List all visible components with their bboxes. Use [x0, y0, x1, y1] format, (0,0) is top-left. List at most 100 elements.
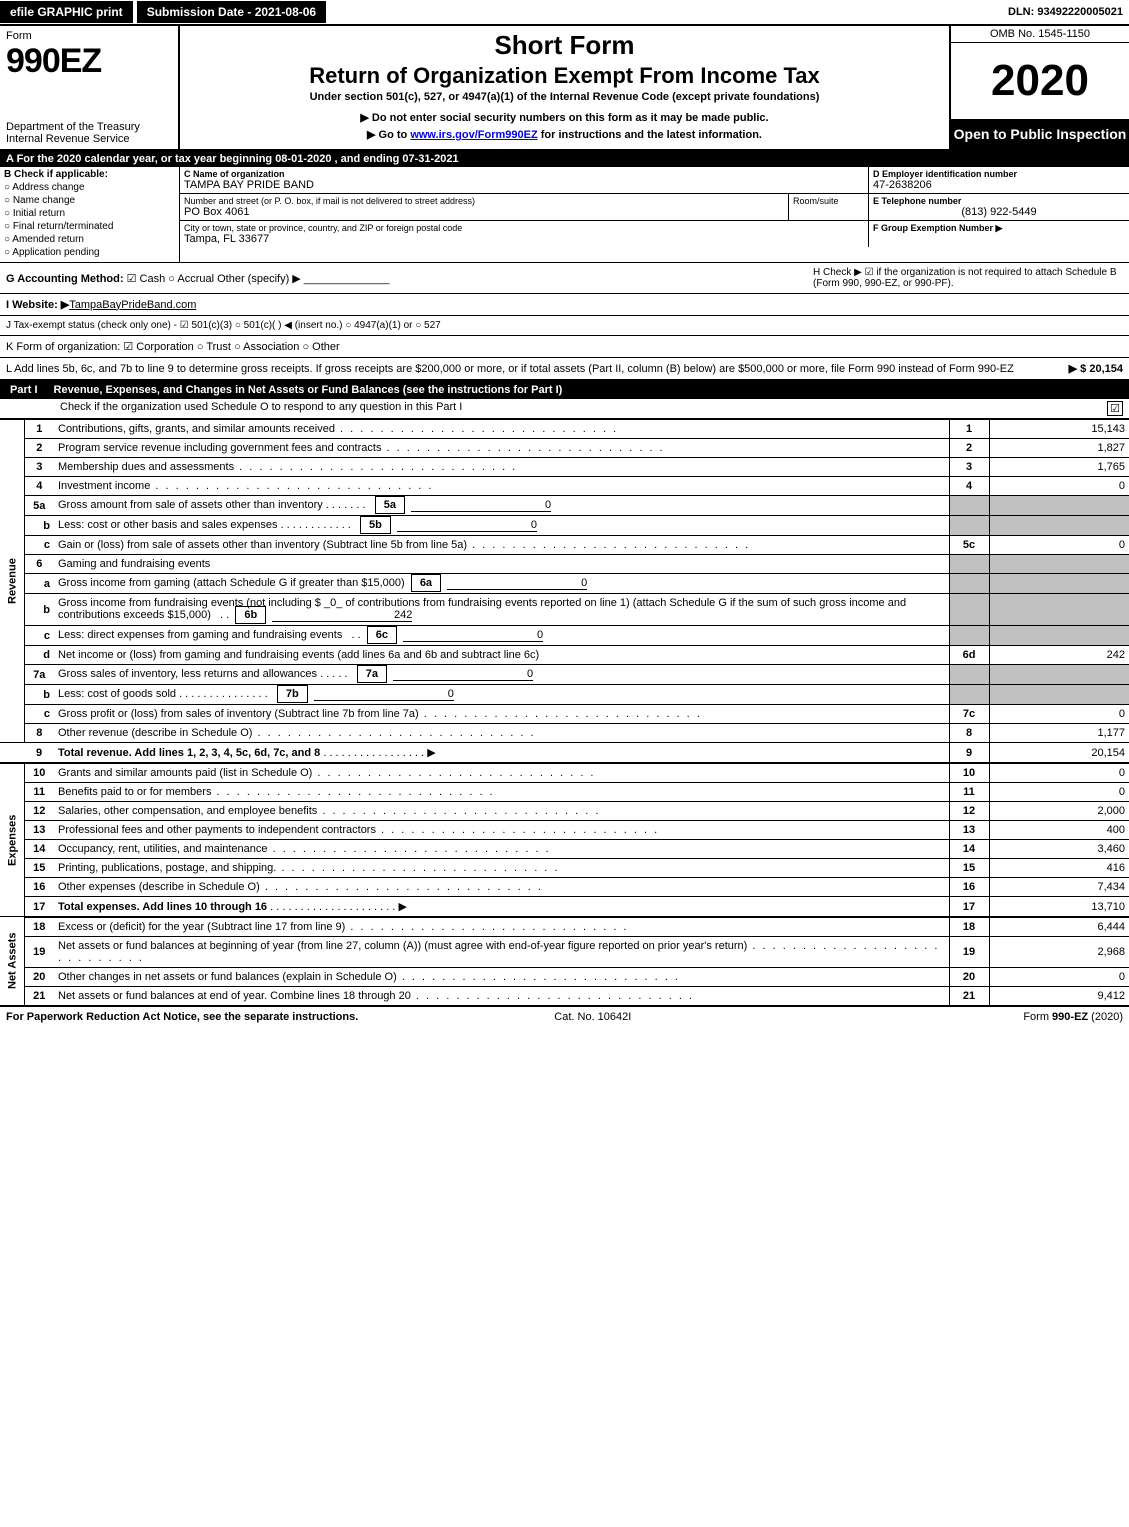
line-6b: bGross income from fundraising events (n… [0, 594, 1129, 626]
line-6a: aGross income from gaming (attach Schedu… [0, 574, 1129, 594]
part1-lines-table: Revenue 1Contributions, gifts, grants, a… [0, 419, 1129, 1005]
paperwork-notice: For Paperwork Reduction Act Notice, see … [6, 1011, 358, 1023]
short-form-title: Short Form [190, 30, 939, 61]
form-id-footer: Form 990-EZ (2020) [1023, 1011, 1123, 1023]
dln-label: DLN: 93492220005021 [1008, 6, 1129, 18]
label-c: C Name of organization [184, 169, 864, 179]
under-section: Under section 501(c), 527, or 4947(a)(1)… [190, 91, 939, 103]
city-box: City or town, state or province, country… [180, 221, 869, 247]
tax-year-line: A For the 2020 calendar year, or tax yea… [0, 151, 1129, 167]
submission-date-badge: Submission Date - 2021-08-06 [137, 1, 326, 23]
section-l-amount: ▶ $ 20,154 [1069, 362, 1123, 375]
info-grid: B Check if applicable: Address change Na… [0, 167, 1129, 263]
cb-application-pending[interactable]: Application pending [4, 247, 175, 258]
line-7a: 7aGross sales of inventory, less returns… [0, 665, 1129, 685]
line-5b: bLess: cost or other basis and sales exp… [0, 516, 1129, 536]
row-i: I Website: ▶ TampaBayPrideBand.com [0, 294, 1129, 316]
header-right: OMB No. 1545-1150 2020 Open to Public In… [949, 26, 1129, 149]
section-l-text: L Add lines 5b, 6c, and 7b to line 9 to … [6, 363, 1069, 375]
tel-box: E Telephone number (813) 922-5449 [869, 194, 1129, 221]
cb-address-change[interactable]: Address change [4, 182, 175, 193]
page-footer: For Paperwork Reduction Act Notice, see … [0, 1005, 1129, 1027]
line-14: 14Occupancy, rent, utilities, and mainte… [0, 840, 1129, 859]
line-13: 13Professional fees and other payments t… [0, 821, 1129, 840]
dept-irs: Internal Revenue Service [6, 133, 172, 145]
line-16: 16Other expenses (describe in Schedule O… [0, 878, 1129, 897]
line-9: 9Total revenue. Add lines 1, 2, 3, 4, 5c… [0, 743, 1129, 764]
line-18: Net Assets 18Excess or (deficit) for the… [0, 917, 1129, 937]
efile-print-button[interactable]: efile GRAPHIC print [0, 1, 133, 23]
addr-value: PO Box 4061 [184, 206, 784, 218]
line-2: 2Program service revenue including gover… [0, 439, 1129, 458]
dept-treasury: Department of the Treasury [6, 121, 172, 133]
instr2-pre: ▶ Go to [367, 129, 410, 141]
line-4: 4Investment income40 [0, 477, 1129, 496]
instr-no-ssn: ▶ Do not enter social security numbers o… [190, 111, 939, 124]
org-name: TAMPA BAY PRIDE BAND [184, 179, 864, 191]
header-left: Form 990EZ Department of the Treasury In… [0, 26, 180, 149]
line-12: 12Salaries, other compensation, and empl… [0, 802, 1129, 821]
line-3: 3Membership dues and assessments31,765 [0, 458, 1129, 477]
cb-name-change[interactable]: Name change [4, 195, 175, 206]
city-value: Tampa, FL 33677 [184, 233, 864, 245]
line-6c: cLess: direct expenses from gaming and f… [0, 626, 1129, 646]
part1-note: Check if the organization used Schedule … [60, 401, 462, 416]
line-21: 21Net assets or fund balances at end of … [0, 987, 1129, 1006]
cb-final-return[interactable]: Final return/terminated [4, 221, 175, 232]
label-i: I Website: ▶ [6, 298, 69, 311]
org-name-box: C Name of organization TAMPA BAY PRIDE B… [180, 167, 869, 194]
label-f: F Group Exemption Number ▶ [873, 223, 1125, 234]
tax-year: 2020 [951, 43, 1129, 119]
row-l: L Add lines 5b, 6c, and 7b to line 9 to … [0, 358, 1129, 381]
irs-link[interactable]: www.irs.gov/Form990EZ [410, 129, 537, 141]
part1-note-row: Check if the organization used Schedule … [0, 399, 1129, 419]
form-number: 990EZ [6, 42, 172, 81]
section-cdef: C Name of organization TAMPA BAY PRIDE B… [180, 167, 1129, 262]
addr-box: Number and street (or P. O. box, if mail… [180, 194, 789, 221]
line-1: Revenue 1Contributions, gifts, grants, a… [0, 420, 1129, 439]
instr-goto: ▶ Go to www.irs.gov/Form990EZ for instru… [190, 128, 939, 141]
cat-no: Cat. No. 10642I [554, 1011, 631, 1023]
instr2-post: for instructions and the latest informat… [538, 129, 762, 141]
line-20: 20Other changes in net assets or fund ba… [0, 968, 1129, 987]
side-label-expenses: Expenses [0, 763, 24, 917]
line-19: 19Net assets or fund balances at beginni… [0, 937, 1129, 968]
line-5c: cGain or (loss) from sale of assets othe… [0, 536, 1129, 555]
side-label-netassets: Net Assets [0, 917, 24, 1005]
cb-amended-return[interactable]: Amended return [4, 234, 175, 245]
part1-title: Revenue, Expenses, and Changes in Net As… [48, 381, 569, 399]
part1-label: Part I [0, 381, 48, 399]
row-j: J Tax-exempt status (check only one) - ☑… [0, 316, 1129, 336]
line-6d: dNet income or (loss) from gaming and fu… [0, 646, 1129, 665]
line-8: 8Other revenue (describe in Schedule O)8… [0, 724, 1129, 743]
ein-box: D Employer identification number 47-2638… [869, 167, 1129, 194]
group-exempt-box: F Group Exemption Number ▶ [869, 221, 1129, 247]
addr-label: Number and street (or P. O. box, if mail… [184, 196, 784, 206]
city-label: City or town, state or province, country… [184, 223, 864, 233]
label-e: E Telephone number [873, 196, 1125, 206]
line-5a: 5aGross amount from sale of assets other… [0, 496, 1129, 516]
part1-checkbox[interactable]: ☑ [1107, 401, 1123, 416]
header-center: Short Form Return of Organization Exempt… [180, 26, 949, 149]
omb-number: OMB No. 1545-1150 [951, 26, 1129, 43]
side-label-revenue: Revenue [0, 420, 24, 743]
row-g-h: G Accounting Method: ☑ Cash ○ Accrual Ot… [0, 263, 1129, 294]
line-17: 17Total expenses. Add lines 10 through 1… [0, 897, 1129, 918]
room-label: Room/suite [793, 196, 864, 206]
line-10: Expenses 10Grants and similar amounts pa… [0, 763, 1129, 783]
label-g: G Accounting Method: ☑ Cash ○ Accrual Ot… [6, 272, 389, 285]
line-6: 6Gaming and fundraising events [0, 555, 1129, 574]
ein-value: 47-2638206 [873, 179, 1125, 191]
open-to-public: Open to Public Inspection [951, 119, 1129, 149]
section-b-title: B Check if applicable: [4, 169, 108, 180]
room-box: Room/suite [789, 194, 869, 221]
line-7b: bLess: cost of goods sold . . . . . . . … [0, 685, 1129, 705]
section-h: H Check ▶ ☑ if the organization is not r… [813, 267, 1123, 289]
top-bar: efile GRAPHIC print Submission Date - 20… [0, 0, 1129, 26]
line-15: 15Printing, publications, postage, and s… [0, 859, 1129, 878]
website-value[interactable]: TampaBayPrideBand.com [69, 299, 196, 311]
form-header: Form 990EZ Department of the Treasury In… [0, 26, 1129, 151]
form-label: Form [6, 30, 172, 42]
cb-initial-return[interactable]: Initial return [4, 208, 175, 219]
tel-value: (813) 922-5449 [873, 206, 1125, 218]
